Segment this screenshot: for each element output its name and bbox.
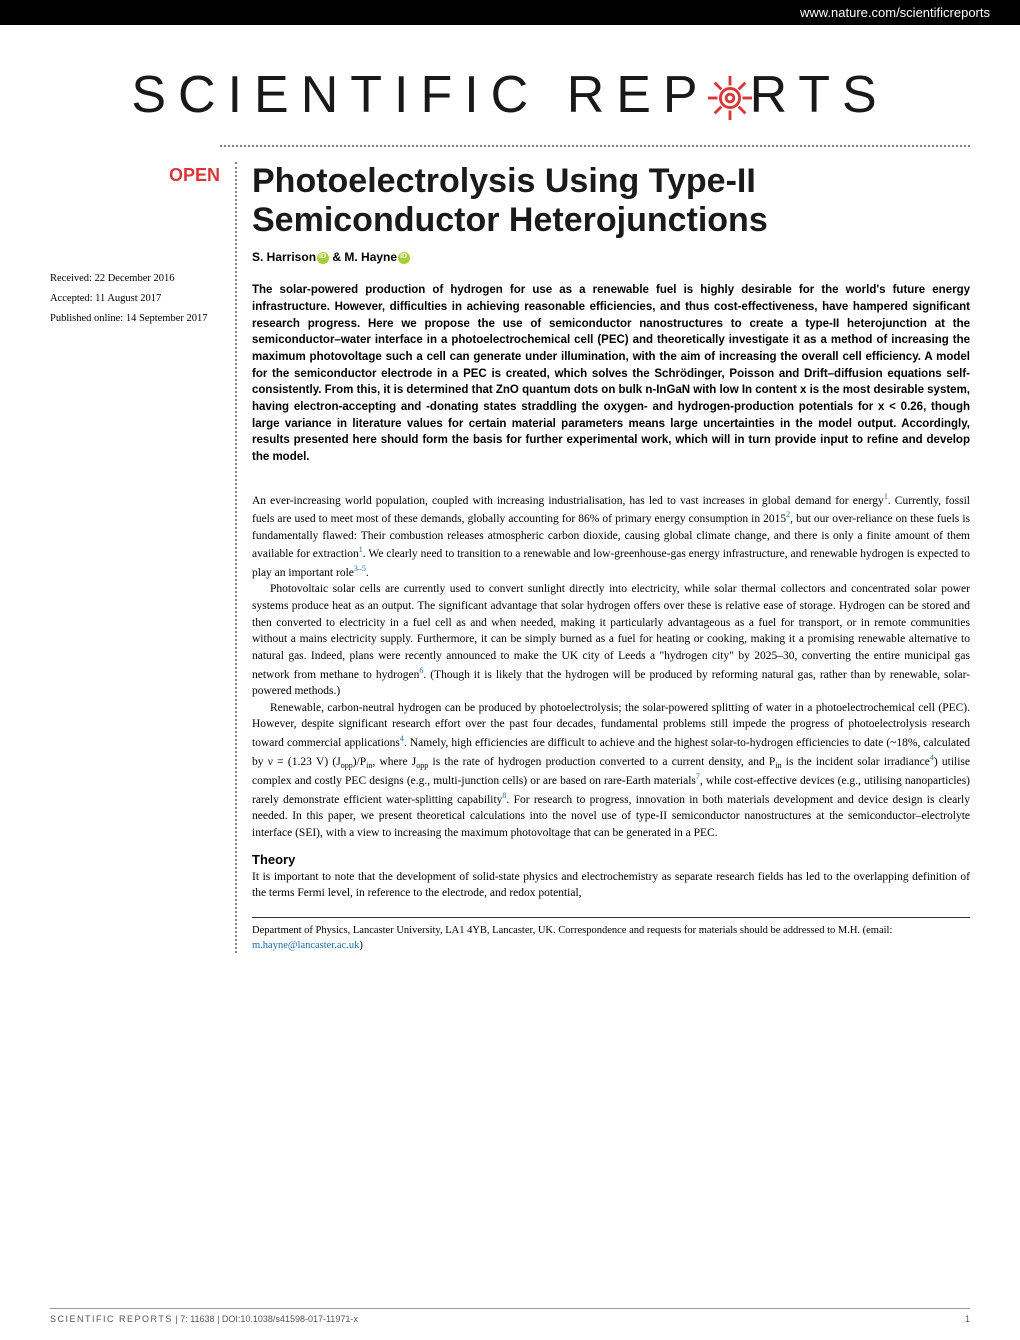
author-2[interactable]: M. Hayne <box>344 250 397 264</box>
paragraph-2: Photovoltaic solar cells are currently u… <box>252 581 970 700</box>
author-1[interactable]: S. Harrison <box>252 250 316 264</box>
footer-citation: | 7: 11638 | DOI:10.1038/s41598-017-1197… <box>173 1314 358 1324</box>
paragraph-4: It is important to note that the develop… <box>252 869 970 902</box>
affiliation: Department of Physics, Lancaster Univers… <box>252 924 970 953</box>
paragraph-1: An ever-increasing world population, cou… <box>252 491 970 582</box>
orcid-icon[interactable] <box>317 252 329 264</box>
body-text: An ever-increasing world population, cou… <box>252 491 970 902</box>
section-heading-theory: Theory <box>252 852 970 867</box>
article-dates: Received: 22 December 2016 Accepted: 11 … <box>50 269 220 329</box>
author-separator: & <box>329 250 344 264</box>
main-column: Photoelectrolysis Using Type-II Semicond… <box>235 162 970 953</box>
logo-word-1: SCIENTIFIC <box>131 66 540 124</box>
page-footer: SCIENTIFIC REPORTS | 7: 11638 | DOI:10.1… <box>50 1308 970 1324</box>
gear-icon <box>706 74 754 122</box>
logo-word-2: REP <box>567 66 710 124</box>
footer-journal: SCIENTIFIC REPORTS <box>50 1314 173 1324</box>
ref-link[interactable]: 3–5 <box>354 564 366 573</box>
open-access-badge: OPEN <box>50 162 220 189</box>
received-date: Received: 22 December 2016 <box>50 269 220 289</box>
divider <box>220 145 970 147</box>
article-title: Photoelectrolysis Using Type-II Semicond… <box>252 162 970 240</box>
site-url[interactable]: www.nature.com/scientificreports <box>800 5 990 20</box>
top-bar: www.nature.com/scientificreports <box>0 0 1020 25</box>
left-column: OPEN Received: 22 December 2016 Accepted… <box>50 162 220 953</box>
paragraph-3: Renewable, carbon-neutral hydrogen can b… <box>252 700 970 842</box>
published-date: Published online: 14 September 2017 <box>50 309 220 329</box>
page-number: 1 <box>965 1314 970 1324</box>
abstract: The solar-powered production of hydrogen… <box>252 282 970 465</box>
journal-logo: SCIENTIFIC REP RTS <box>0 25 1020 145</box>
email-link[interactable]: m.hayne@lancaster.ac.uk <box>252 940 359 951</box>
logo-word-3: RTS <box>750 66 889 124</box>
accepted-date: Accepted: 11 August 2017 <box>50 289 220 309</box>
authors: S. Harrison & M. Hayne <box>252 250 970 264</box>
affiliation-divider <box>252 917 970 918</box>
orcid-icon[interactable] <box>398 252 410 264</box>
